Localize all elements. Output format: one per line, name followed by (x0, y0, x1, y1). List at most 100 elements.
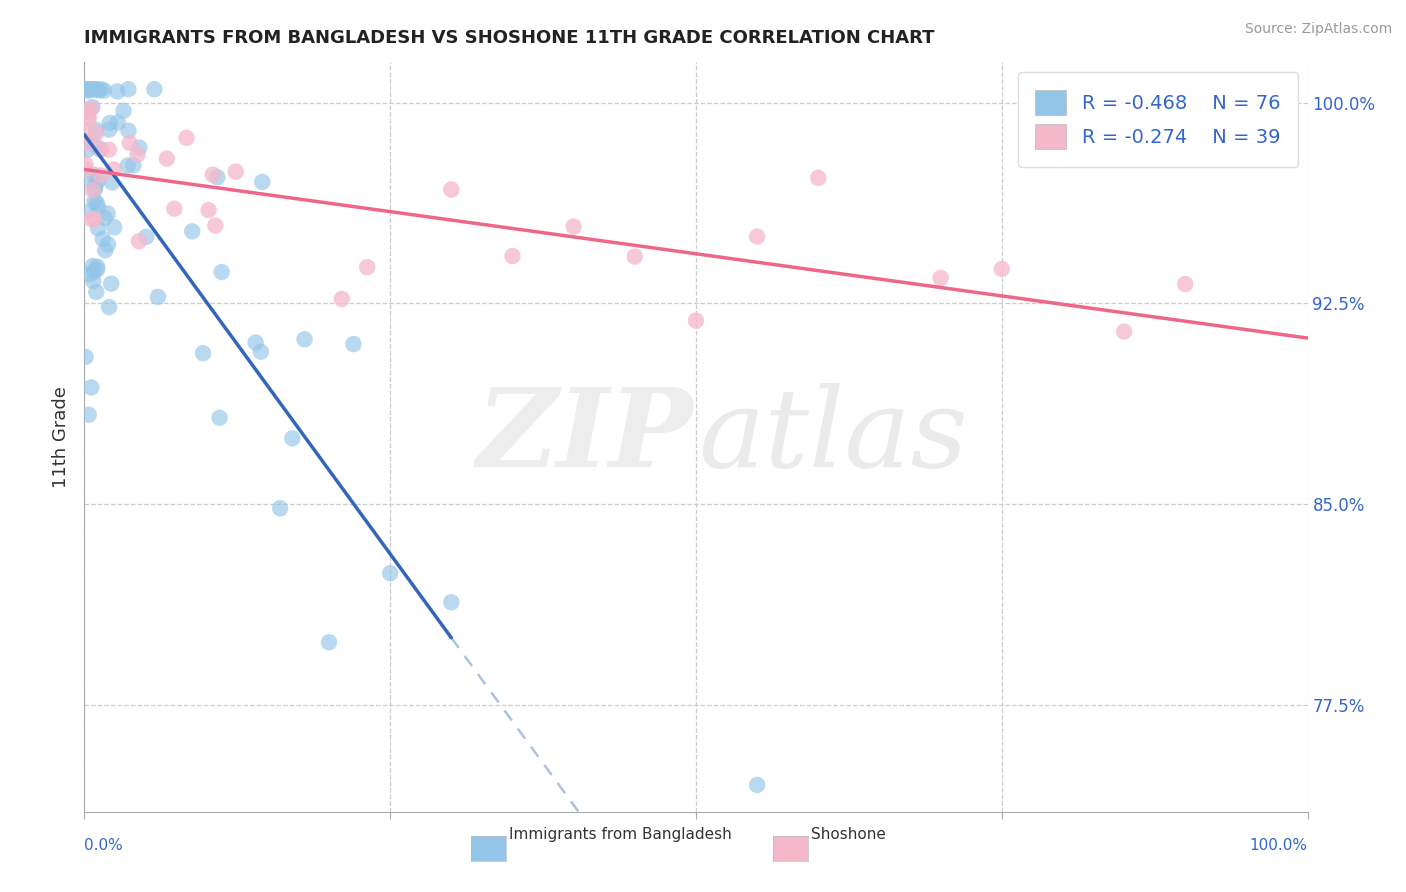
Point (249, 344, 271, 359)
Point (84, 82, 107, 96)
Point (204, 219, 226, 233)
Point (135, 230, 157, 244)
Point (77, 408, 100, 422)
Point (440, 595, 463, 609)
Point (685, 313, 707, 327)
Point (98, 116, 121, 130)
Point (75, 82, 97, 96)
Point (807, 170, 830, 185)
Point (98, 122, 121, 136)
Point (86, 260, 108, 274)
Point (75, 350, 97, 364)
Point (252, 175, 274, 189)
Point (82, 100, 104, 114)
Point (79, 82, 101, 96)
Point (83, 265, 105, 279)
Point (75, 157, 97, 171)
Point (117, 159, 139, 173)
Point (330, 292, 353, 306)
Point (89, 143, 111, 157)
Point (98, 300, 121, 314)
Point (122, 158, 145, 172)
Point (77, 112, 100, 126)
Point (77, 112, 100, 126)
Point (90, 142, 112, 156)
Point (82, 259, 104, 273)
Text: Immigrants from Bangladesh: Immigrants from Bangladesh (509, 827, 731, 841)
Point (197, 203, 219, 218)
Point (84, 178, 107, 193)
Text: IMMIGRANTS FROM BANGLADESH VS SHOSHONE 11TH GRADE CORRELATION CHART: IMMIGRANTS FROM BANGLADESH VS SHOSHONE 1… (84, 29, 935, 47)
Point (245, 335, 267, 350)
Point (82, 82, 104, 96)
Point (82, 82, 104, 96)
Point (128, 234, 150, 248)
Point (86, 262, 108, 277)
Text: atlas: atlas (699, 384, 969, 491)
Point (83, 168, 105, 182)
Point (83, 194, 105, 209)
Point (269, 501, 291, 516)
Point (117, 124, 139, 138)
Point (207, 170, 229, 185)
Point (79, 203, 101, 218)
Text: ZIP: ZIP (477, 384, 693, 491)
Point (318, 635, 340, 649)
Point (624, 250, 647, 264)
Point (181, 224, 204, 238)
Point (84, 285, 107, 299)
Point (1174, 277, 1197, 291)
Point (77, 82, 100, 96)
Point (356, 260, 378, 275)
Point (91, 232, 114, 246)
Point (93, 211, 115, 225)
Legend: R = -0.468    N = 76, R = -0.274    N = 39: R = -0.468 N = 76, R = -0.274 N = 39 (1018, 72, 1298, 167)
Point (103, 162, 125, 177)
Point (76, 143, 98, 157)
Point (79, 268, 101, 282)
Point (747, 778, 769, 792)
Text: 100.0%: 100.0% (1250, 838, 1308, 854)
Point (75, 162, 97, 177)
Text: 0.0%: 0.0% (84, 838, 124, 854)
Point (84, 182, 107, 196)
Point (163, 202, 186, 216)
Point (929, 271, 952, 285)
Point (211, 265, 233, 279)
Point (502, 249, 524, 263)
Point (191, 346, 214, 360)
Point (77, 84, 100, 98)
Point (86, 196, 108, 211)
Point (1114, 325, 1136, 339)
Point (118, 136, 141, 150)
Point (101, 176, 124, 190)
Point (75, 134, 97, 148)
Point (100, 277, 122, 291)
Point (82, 183, 104, 197)
Point (127, 147, 149, 161)
Point (991, 261, 1014, 276)
Point (87, 83, 110, 97)
Point (176, 131, 198, 145)
Point (225, 164, 247, 178)
Point (75, 123, 97, 137)
Text: Shoshone: Shoshone (811, 827, 886, 841)
Point (76, 103, 98, 118)
Point (342, 337, 364, 351)
Point (103, 220, 125, 235)
Point (80, 380, 103, 394)
Point (77, 136, 100, 150)
Point (87, 221, 110, 235)
Point (97, 143, 120, 157)
Point (97, 237, 120, 252)
Point (143, 82, 166, 96)
Point (112, 103, 135, 118)
Point (380, 566, 402, 581)
Point (84, 126, 107, 140)
Point (83, 137, 105, 152)
Text: Source: ZipAtlas.com: Source: ZipAtlas.com (1244, 22, 1392, 37)
Point (90, 169, 112, 183)
Point (82, 274, 104, 288)
Point (281, 431, 304, 445)
Point (90, 82, 112, 96)
